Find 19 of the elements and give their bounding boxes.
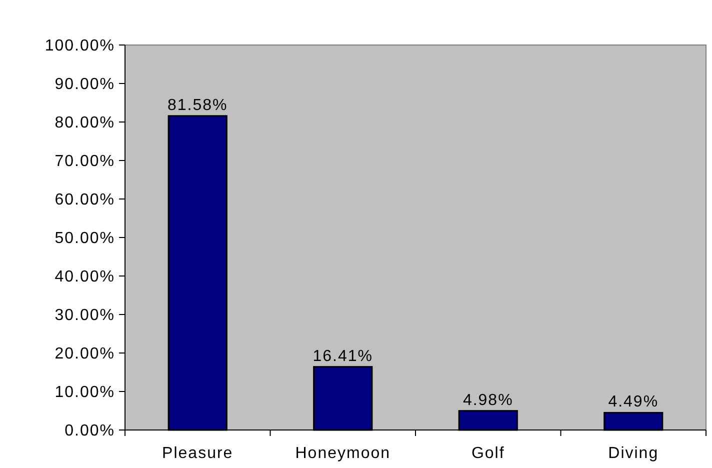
y-tick-label: 0.00% (64, 422, 115, 440)
data-label: 4.98% (462, 392, 514, 409)
data-label: 81.58% (167, 96, 228, 114)
y-tick-label: 100.00% (44, 38, 115, 55)
x-tick-label: Honeymoon (295, 445, 391, 462)
x-tick-label: Pleasure (162, 445, 234, 462)
y-tick-label: 60.00% (54, 192, 115, 209)
y-tick-label: 50.00% (54, 230, 115, 248)
y-tick-label: 90.00% (54, 76, 115, 94)
x-tick-label: Diving (608, 445, 659, 462)
y-tick-label: 40.00% (54, 268, 115, 286)
x-tick-label: Golf (471, 445, 505, 462)
y-tick-label: 30.00% (54, 307, 115, 324)
data-label: 4.49% (608, 394, 659, 411)
data-label: 16.41% (312, 348, 374, 365)
y-tick-label: 80.00% (54, 114, 115, 132)
y-tick-label: 20.00% (54, 346, 115, 363)
y-tick-label: 70.00% (54, 153, 115, 170)
y-tick-label: 10.00% (54, 384, 115, 402)
